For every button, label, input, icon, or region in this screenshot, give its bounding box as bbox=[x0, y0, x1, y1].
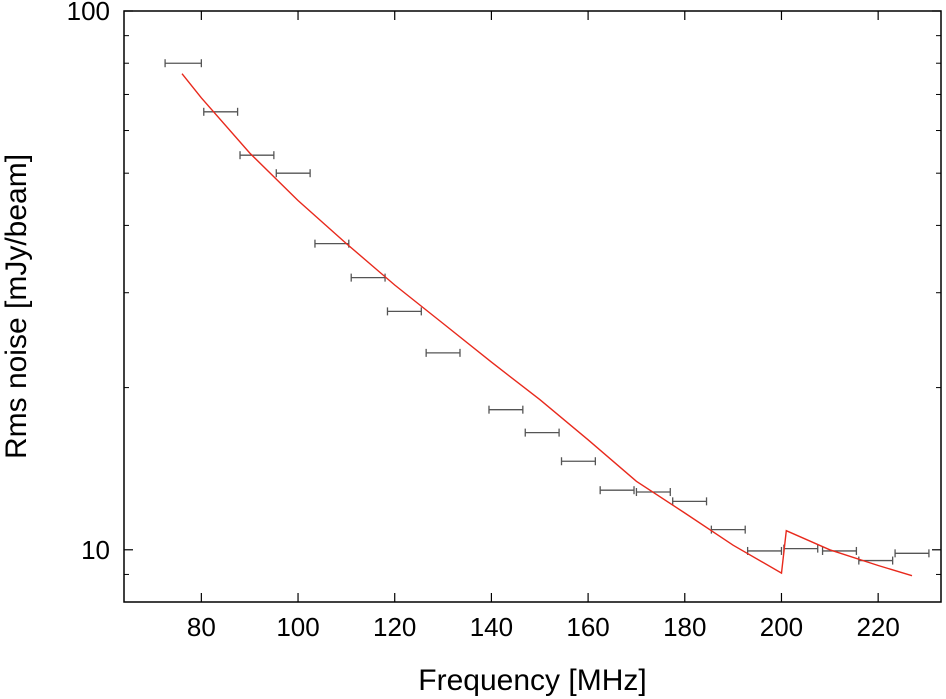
x-tick-label: 80 bbox=[187, 612, 216, 642]
errorbar-point bbox=[164, 59, 202, 68]
errorbar-point bbox=[821, 546, 858, 555]
errorbar-point bbox=[783, 544, 819, 553]
x-tick-label: 180 bbox=[663, 612, 706, 642]
errorbar-point bbox=[672, 497, 708, 506]
errorbar-point bbox=[710, 525, 746, 534]
x-tick-label: 100 bbox=[276, 612, 319, 642]
errorbar-point bbox=[239, 151, 275, 160]
errorbar-point bbox=[488, 405, 524, 414]
x-tick-label: 220 bbox=[856, 612, 899, 642]
errorbar-point bbox=[350, 273, 386, 282]
errorbar-point bbox=[275, 169, 311, 178]
errorbar-point bbox=[203, 107, 239, 116]
errorbar-point bbox=[524, 428, 560, 437]
plot-frame bbox=[123, 10, 942, 603]
x-tick-label: 200 bbox=[760, 612, 803, 642]
y-tick-label: 10 bbox=[81, 535, 110, 565]
x-tick-label: 160 bbox=[566, 612, 609, 642]
x-axis-label: Frequency [MHz] bbox=[418, 664, 646, 697]
errorbar-point bbox=[560, 457, 596, 466]
errorbar-point bbox=[894, 549, 930, 558]
model-curve-series bbox=[181, 73, 913, 577]
errorbar-point bbox=[599, 486, 635, 495]
x-tick-label: 140 bbox=[470, 612, 513, 642]
y-tick-label: 100 bbox=[67, 0, 110, 26]
errorbar-point bbox=[425, 348, 461, 357]
ticks-layer: 80 100 120 140 160 180 200 220 10 100 bbox=[67, 0, 941, 642]
errorbar-series bbox=[164, 59, 930, 565]
model-curve-line bbox=[181, 73, 913, 577]
x-tick-label: 120 bbox=[373, 612, 416, 642]
errorbar-point bbox=[386, 307, 422, 316]
y-axis-label: Rms noise [mJy/beam] bbox=[0, 154, 33, 459]
errorbar-point bbox=[746, 546, 783, 555]
